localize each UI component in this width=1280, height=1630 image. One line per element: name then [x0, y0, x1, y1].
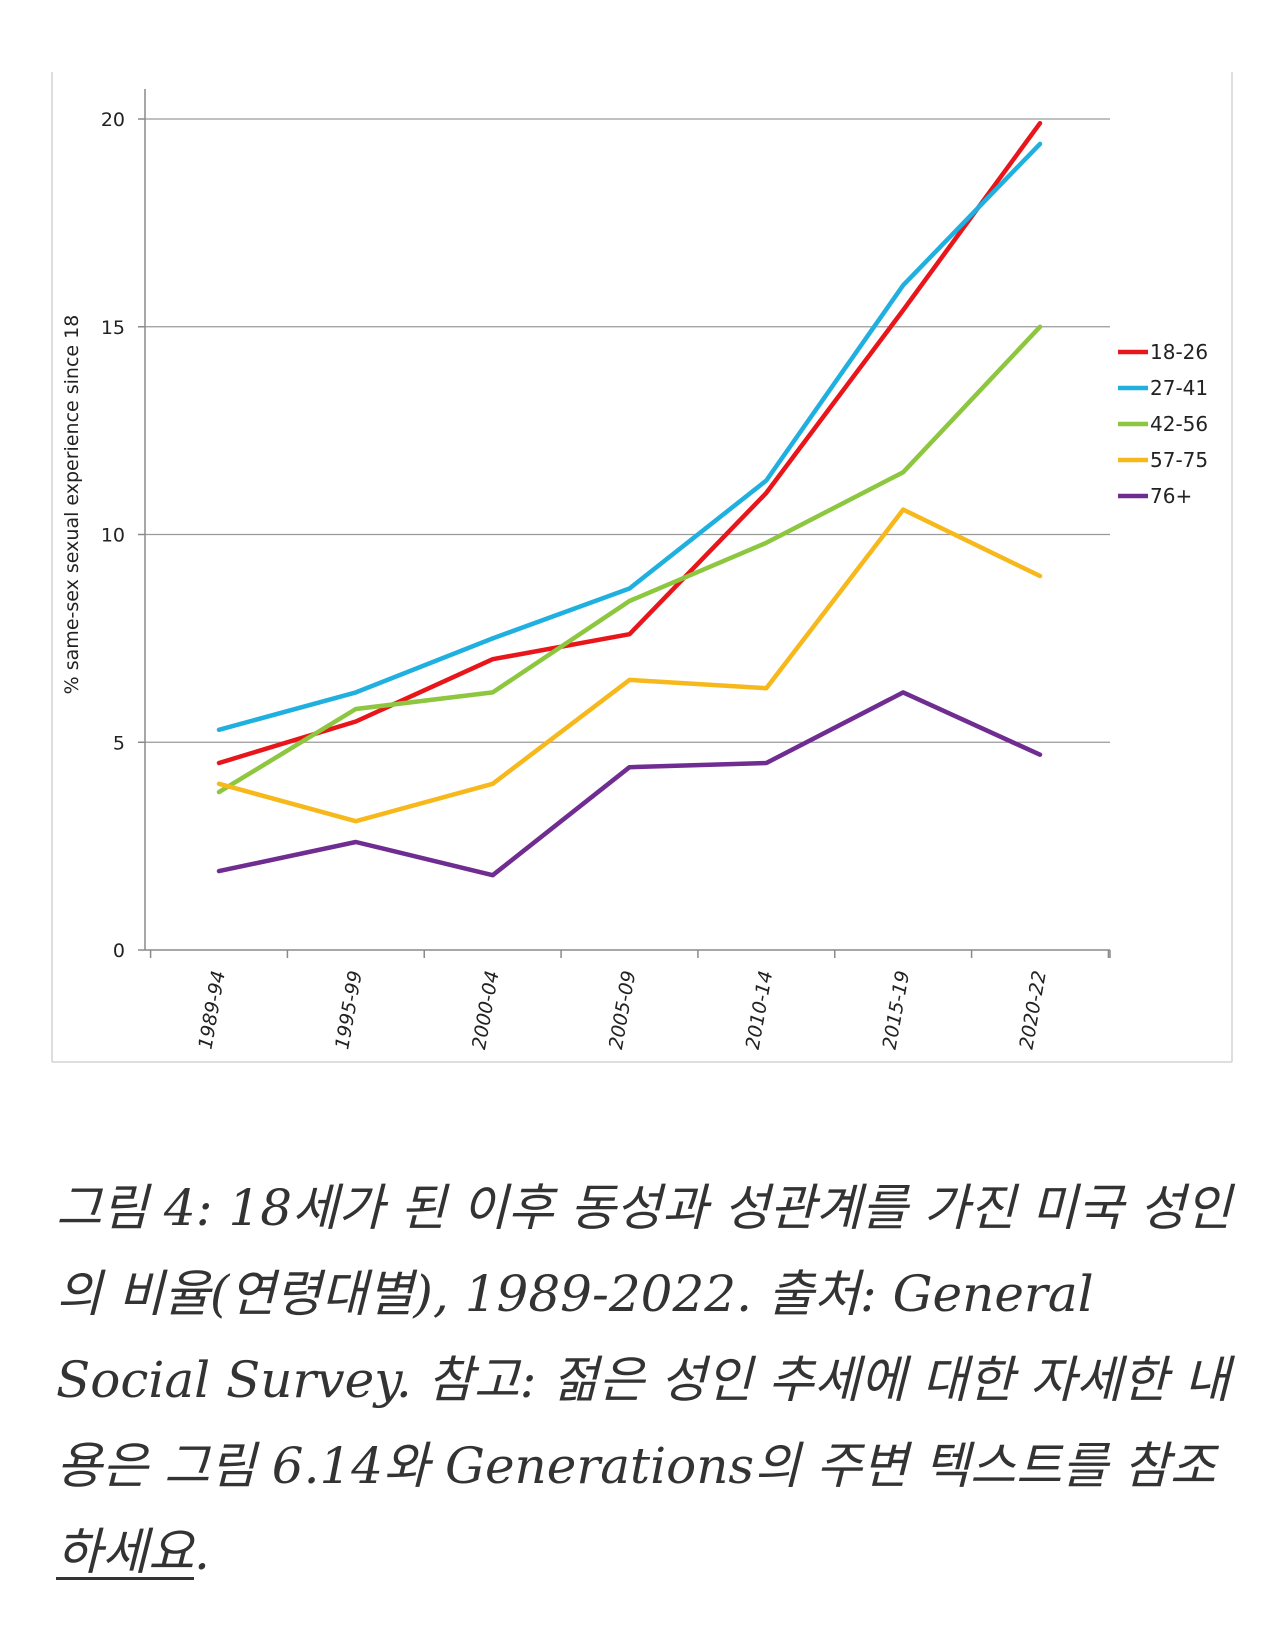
y-axis-label: % same-sex sexual experience since 18 [61, 315, 83, 695]
legend-label-76+: 76+ [1150, 484, 1192, 508]
y-tick-labels: 0 5 10 15 20 [101, 109, 125, 962]
x-tick-label: 2020-22 [1015, 969, 1050, 1051]
series-lines [216, 120, 1043, 878]
caption-text: 그림 4: 18세가 된 이후 동성과 성관계를 가진 미국 성인의 비율(연령… [56, 1179, 1232, 1495]
figure-caption: 그림 4: 18세가 된 이후 동성과 성관계를 가진 미국 성인의 비율(연령… [56, 1165, 1246, 1595]
x-tick-label: 2015-19 [879, 969, 914, 1051]
legend-label-27-41: 27-41 [1150, 376, 1208, 400]
grid-lines [145, 118, 1110, 743]
x-tick-label: 1995-99 [331, 969, 366, 1051]
x-tick-labels: 1989-94 1995-99 2000-04 2005-09 2010-14 2015-… [194, 969, 1050, 1051]
series-line-27-41 [216, 141, 1043, 733]
x-tick-label: 2005-09 [605, 969, 640, 1051]
y-tick-label: 20 [101, 109, 125, 131]
series-line-57-75 [216, 507, 1043, 824]
x-tick-label: 2000-04 [468, 969, 503, 1051]
y-tick-label: 10 [101, 525, 125, 547]
legend-label-42-56: 42-56 [1150, 412, 1208, 436]
legend-label-18-26: 18-26 [1150, 340, 1208, 364]
caption-end: . [194, 1523, 210, 1581]
chart-border [51, 72, 1233, 1063]
chart-frame: 0 5 10 15 20 1989-94 1995-99 2000-04 2005-09 201… [51, 72, 1233, 1063]
legend: 18-26 27-41 42-56 57-75 76+ [1118, 340, 1208, 508]
caption-underlined-text: 하세요 [56, 1523, 194, 1581]
y-tick-label: 15 [101, 317, 125, 339]
y-tick-label: 5 [113, 732, 125, 754]
series-line-18-26 [216, 120, 1043, 766]
x-tick-label: 2010-14 [742, 969, 777, 1051]
legend-label-57-75: 57-75 [1150, 448, 1208, 472]
y-tick-label: 0 [113, 940, 125, 962]
line-chart: 0 5 10 15 20 1989-94 1995-99 2000-04 2005-09 201… [51, 72, 1233, 1063]
series-line-42-56 [216, 324, 1043, 795]
series-line-76+ [216, 690, 1043, 878]
x-tick-label: 1989-94 [194, 969, 229, 1051]
axes [138, 89, 1111, 958]
